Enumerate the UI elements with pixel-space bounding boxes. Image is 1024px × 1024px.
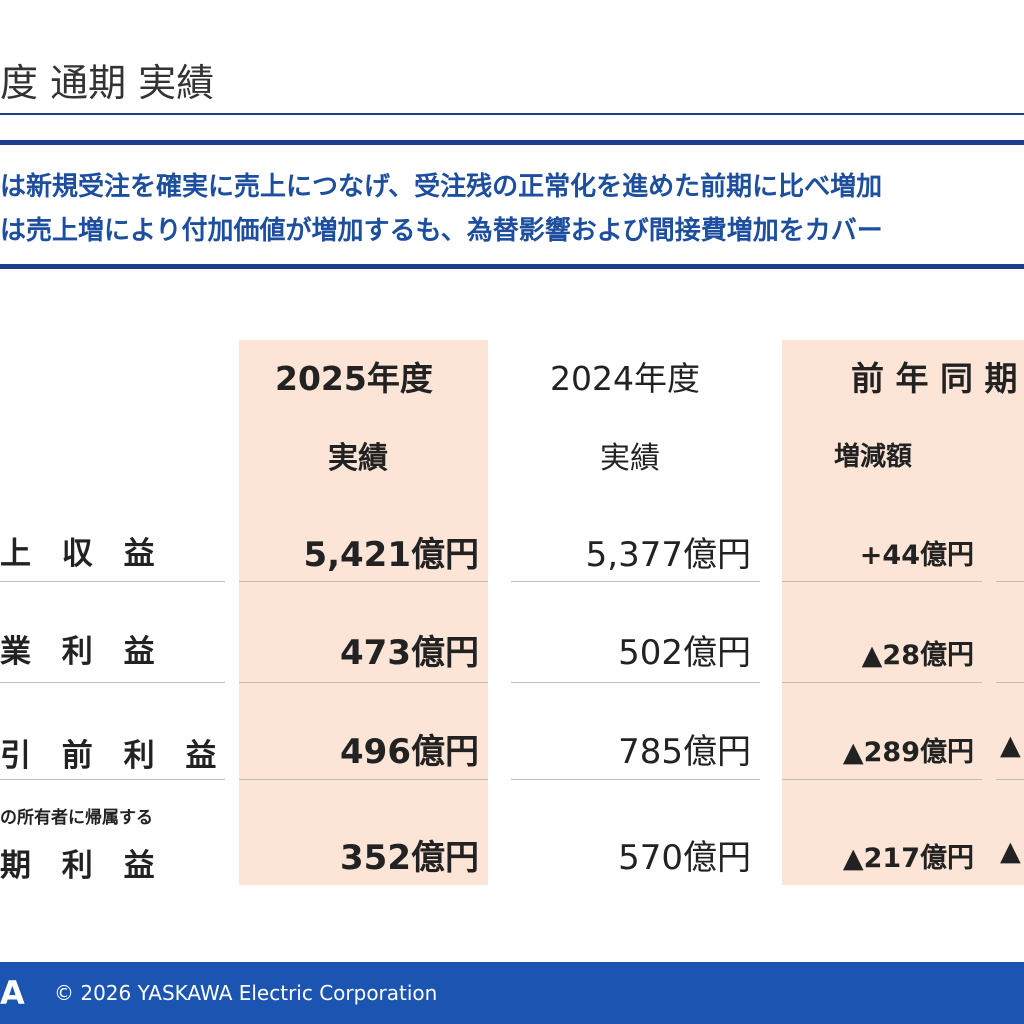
row-label-operating-profit: 業 利 益 (0, 634, 165, 670)
previous-value-operating-profit: 502億円 (618, 633, 751, 673)
row-sublabel-net-profit: の所有者に帰属する (0, 808, 153, 828)
summary-top-rule (0, 140, 1024, 145)
company-logo: A (0, 974, 25, 1012)
yoy-column-bg (782, 340, 1024, 885)
row-divider (782, 581, 982, 582)
current-value-revenue: 5,421億円 (303, 535, 479, 575)
row-divider (996, 581, 1024, 582)
row-divider (239, 581, 488, 582)
diff-value-net-profit: ▲217億円 (842, 843, 974, 874)
previous-value-revenue: 5,377億円 (585, 535, 751, 575)
footer-bar: A © 2026 YASKAWA Electric Corporation (0, 962, 1024, 1024)
row-divider (0, 581, 225, 582)
current-value-operating-profit: 473億円 (340, 633, 479, 673)
diff-value-revenue: +44億円 (859, 540, 974, 571)
row-divider (239, 682, 488, 683)
previous-year-subheader: 実績 (600, 441, 660, 476)
row-divider (511, 682, 760, 683)
previous-value-pretax-profit: 785億円 (618, 732, 751, 772)
row-divider (996, 682, 1024, 683)
yoy-header: 前 年 同 期 (851, 359, 1018, 398)
copyright-text: © 2026 YASKAWA Electric Corporation (54, 981, 438, 1005)
row-label-net-profit: 期 利 益 (0, 848, 165, 884)
row-divider (0, 779, 225, 780)
row-divider (0, 682, 225, 683)
current-year-column-bg (239, 340, 488, 885)
extra-value-net-profit: ▲ (1000, 836, 1021, 867)
current-value-pretax-profit: 496億円 (340, 732, 479, 772)
yoy-subheader: 増減額 (834, 442, 913, 472)
row-divider (782, 682, 982, 683)
extra-value-pretax-profit: ▲ (1000, 730, 1021, 761)
summary-line-2: は売上増により付加価値が増加するも、為替影響および間接費増加をカバー (0, 216, 883, 246)
current-year-header: 2025年度 (275, 359, 433, 398)
previous-value-net-profit: 570億円 (618, 838, 751, 878)
diff-value-operating-profit: ▲28億円 (861, 640, 974, 671)
current-year-subheader: 実績 (328, 441, 388, 476)
row-label-pretax-profit: 引 前 利 益 (0, 738, 227, 774)
row-divider (511, 581, 760, 582)
row-label-revenue: 上 収 益 (0, 536, 165, 572)
current-value-net-profit: 352億円 (340, 838, 479, 878)
row-divider (239, 779, 488, 780)
title-divider (0, 113, 1024, 115)
row-divider (782, 779, 982, 780)
summary-line-1: は新規受注を確実に売上につなげ、受注残の正常化を進めた前期に比べ増加 (0, 172, 883, 202)
row-divider (996, 779, 1024, 780)
page-title: 度 通期 実績 (0, 61, 215, 105)
row-divider (511, 779, 760, 780)
diff-value-pretax-profit: ▲289億円 (842, 737, 974, 768)
summary-bottom-rule (0, 264, 1024, 269)
previous-year-header: 2024年度 (550, 359, 700, 398)
